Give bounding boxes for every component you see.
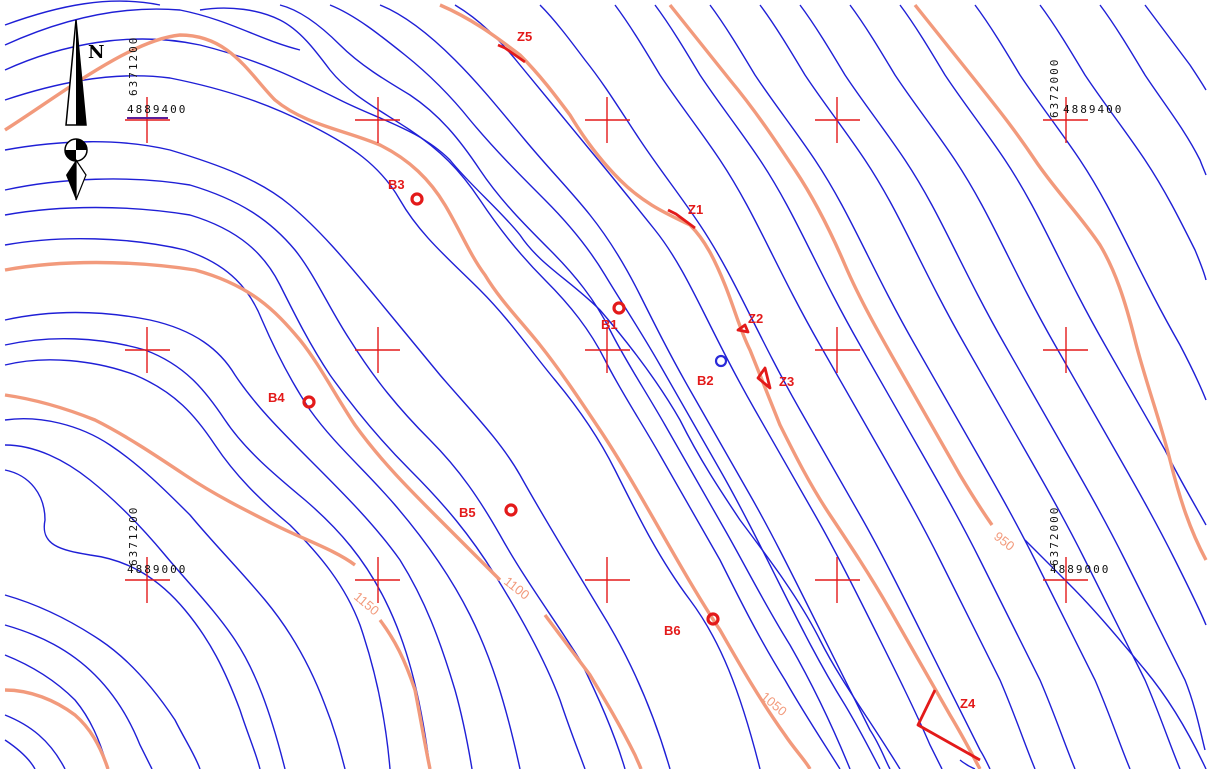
contour-label-1100: 1100: [501, 574, 532, 603]
grid-cross: [585, 557, 630, 603]
borehole-label-b4: B4: [268, 390, 285, 405]
borehole-label-b5: B5: [459, 505, 476, 520]
coord-east-bottom-right: 6372000: [1048, 506, 1061, 566]
borehole-label-b2: B2: [697, 373, 714, 388]
coord-north-bottom-right: 4889000: [1050, 563, 1110, 576]
grid-cross: [1043, 327, 1088, 373]
boreholes: B1 B2 B3 B4 B5 B6: [268, 177, 728, 638]
zone-z1-mark: [667, 208, 696, 230]
grid-cross: [355, 327, 400, 373]
grid-cross: [815, 97, 860, 143]
zone-label-z3: Z3: [779, 374, 794, 389]
zone-label-z5: Z5: [517, 29, 532, 44]
coord-east-bottom-left: 6371200: [127, 506, 140, 566]
coord-east-top-right: 6372000: [1048, 58, 1061, 118]
north-arrow-lower-left: [66, 160, 76, 200]
zone-label-z2: Z2: [748, 311, 763, 326]
zone-z2-mark: [736, 323, 750, 334]
grid-cross: [585, 327, 630, 373]
coord-north-top-left: 4889400: [127, 103, 187, 116]
borehole-label-b6: B6: [664, 623, 681, 638]
grid-cross: [815, 327, 860, 373]
contour-label-950: 950: [991, 529, 1017, 554]
major-contours: [4, 3, 1208, 769]
borehole-b3-marker[interactable]: [410, 192, 424, 206]
coordinate-labels: 4889400 6371200 4889400 6372000 4889000 …: [127, 36, 1123, 576]
grid-cross: [125, 327, 170, 373]
north-arrow-center-q3: [65, 150, 76, 161]
zone-z3-mark: [756, 366, 772, 390]
borehole-b6-marker[interactable]: [706, 612, 720, 626]
zone-z5-mark: [497, 43, 526, 64]
borehole-label-b3: B3: [388, 177, 405, 192]
minor-contours: [4, 0, 1207, 769]
contour-label-1050: 1050: [758, 689, 790, 719]
coord-north-bottom-left: 4889000: [127, 563, 187, 576]
north-arrow-center-q1: [76, 139, 87, 150]
grid-cross: [125, 557, 170, 603]
zones: Z5 Z1 Z2 Z3 Z4: [497, 29, 981, 762]
grid-cross: [585, 97, 630, 143]
north-arrow-lower-right: [75, 158, 87, 201]
borehole-b1-marker[interactable]: [612, 301, 626, 315]
zone-label-z4: Z4: [960, 696, 976, 711]
grid-cross: [1043, 557, 1088, 603]
coord-east-top-left: 6371200: [127, 36, 140, 96]
coord-north-top-right: 4889400: [1063, 103, 1123, 116]
grid-cross: [355, 557, 400, 603]
grid-cross: [815, 557, 860, 603]
grid-crosses: [125, 97, 1088, 603]
zone-z4-mark: [916, 689, 981, 762]
borehole-b2-marker[interactable]: [714, 354, 728, 368]
grid-cross: [125, 97, 170, 143]
borehole-b4-marker[interactable]: [302, 395, 316, 409]
north-arrow-icon: N: [64, 19, 104, 201]
grid-cross: [1043, 97, 1088, 143]
grid-cross: [355, 97, 400, 143]
north-label: N: [88, 42, 104, 63]
north-arrow-upper-right: [76, 20, 86, 125]
borehole-label-b1: B1: [601, 317, 618, 332]
borehole-b5-marker[interactable]: [504, 503, 518, 517]
zone-label-z1: Z1: [688, 202, 703, 217]
